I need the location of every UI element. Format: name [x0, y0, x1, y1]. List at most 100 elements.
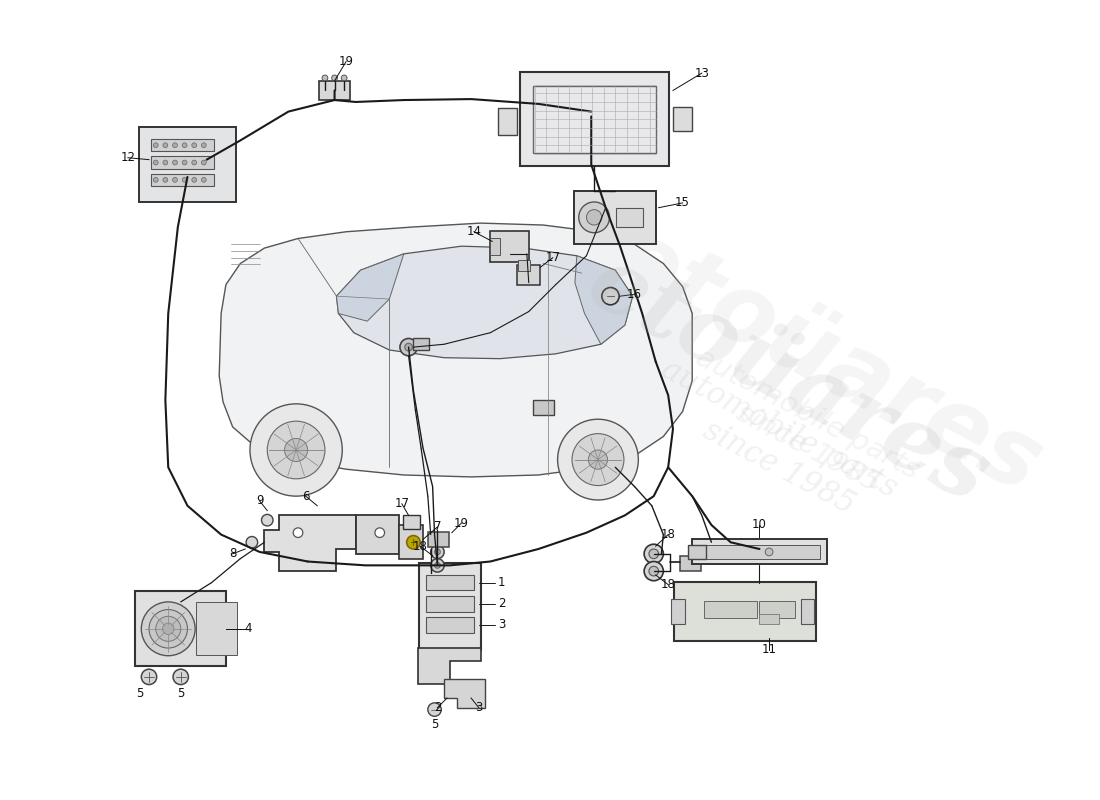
Circle shape [645, 562, 663, 581]
Bar [419, 563, 481, 650]
Circle shape [163, 143, 168, 148]
Bar [428, 532, 449, 546]
Text: 2: 2 [498, 598, 506, 610]
Bar [692, 539, 827, 564]
Circle shape [163, 623, 174, 634]
Text: 10: 10 [752, 518, 767, 531]
Text: 19: 19 [339, 55, 353, 68]
Bar [689, 545, 706, 558]
Circle shape [201, 143, 206, 148]
Bar [532, 86, 656, 153]
Circle shape [173, 178, 177, 182]
Circle shape [558, 419, 638, 500]
Circle shape [267, 421, 324, 479]
Polygon shape [264, 515, 355, 571]
Bar [517, 266, 540, 285]
Text: 9: 9 [256, 494, 263, 507]
Polygon shape [337, 254, 404, 321]
Text: etoüares: etoüares [574, 239, 1002, 522]
Circle shape [602, 287, 619, 305]
Text: 2: 2 [433, 701, 441, 714]
Text: 3: 3 [498, 618, 506, 631]
Circle shape [191, 143, 197, 148]
Circle shape [434, 562, 440, 568]
Bar [673, 107, 692, 131]
Polygon shape [575, 256, 632, 344]
Bar [152, 174, 213, 186]
Circle shape [183, 178, 187, 182]
Text: 15: 15 [675, 197, 690, 210]
Circle shape [405, 343, 412, 351]
Bar [759, 601, 795, 618]
Circle shape [153, 178, 158, 182]
Circle shape [173, 143, 177, 148]
Circle shape [156, 616, 180, 642]
Circle shape [141, 602, 195, 656]
Text: 18: 18 [661, 578, 675, 591]
Circle shape [322, 75, 328, 81]
Circle shape [572, 434, 624, 486]
Bar [616, 208, 644, 227]
Text: 11: 11 [761, 643, 777, 657]
Circle shape [332, 75, 338, 81]
Bar [414, 338, 429, 350]
Circle shape [183, 143, 187, 148]
Text: 17: 17 [395, 498, 409, 510]
Circle shape [341, 75, 348, 81]
Bar [574, 191, 656, 244]
Circle shape [201, 160, 206, 165]
Polygon shape [444, 679, 485, 708]
Text: 19: 19 [454, 517, 469, 530]
Circle shape [431, 545, 444, 558]
Bar [700, 545, 820, 558]
Circle shape [407, 535, 420, 549]
Text: 5: 5 [177, 686, 185, 700]
Circle shape [201, 178, 206, 182]
Text: 6: 6 [302, 490, 309, 502]
Bar [704, 601, 757, 618]
Polygon shape [355, 515, 399, 554]
Circle shape [434, 549, 440, 554]
Text: automobile parts: automobile parts [656, 354, 902, 504]
Circle shape [163, 160, 168, 165]
Circle shape [428, 703, 441, 716]
Text: 14: 14 [466, 226, 482, 238]
Circle shape [285, 438, 308, 462]
Circle shape [400, 338, 417, 356]
Circle shape [586, 210, 602, 225]
Bar [426, 575, 474, 590]
Circle shape [375, 528, 385, 538]
Bar [491, 238, 499, 255]
Bar [152, 139, 213, 151]
Bar [674, 582, 816, 642]
Text: automobile parts: automobile parts [691, 344, 924, 485]
Bar [532, 401, 553, 415]
Text: etoüares: etoüares [597, 210, 1057, 513]
Bar [491, 230, 529, 262]
Text: 8: 8 [229, 547, 236, 560]
Bar [196, 602, 236, 655]
Text: 16: 16 [627, 288, 642, 301]
Bar [426, 596, 474, 611]
Circle shape [163, 178, 168, 182]
Circle shape [191, 160, 197, 165]
Polygon shape [399, 525, 424, 558]
Text: 7: 7 [433, 521, 441, 534]
Bar [519, 72, 669, 166]
Circle shape [191, 178, 197, 182]
Circle shape [431, 558, 444, 572]
Circle shape [766, 548, 773, 556]
Circle shape [645, 544, 663, 563]
Circle shape [649, 549, 659, 558]
Bar [152, 156, 213, 169]
Bar [319, 81, 350, 100]
Circle shape [262, 514, 273, 526]
Text: 13: 13 [694, 66, 710, 80]
Text: 4: 4 [244, 622, 252, 635]
Circle shape [649, 566, 659, 576]
Text: since 1985: since 1985 [697, 414, 860, 520]
Bar [403, 515, 420, 530]
Circle shape [250, 404, 342, 496]
Text: 5: 5 [431, 718, 438, 731]
Bar [135, 591, 227, 666]
